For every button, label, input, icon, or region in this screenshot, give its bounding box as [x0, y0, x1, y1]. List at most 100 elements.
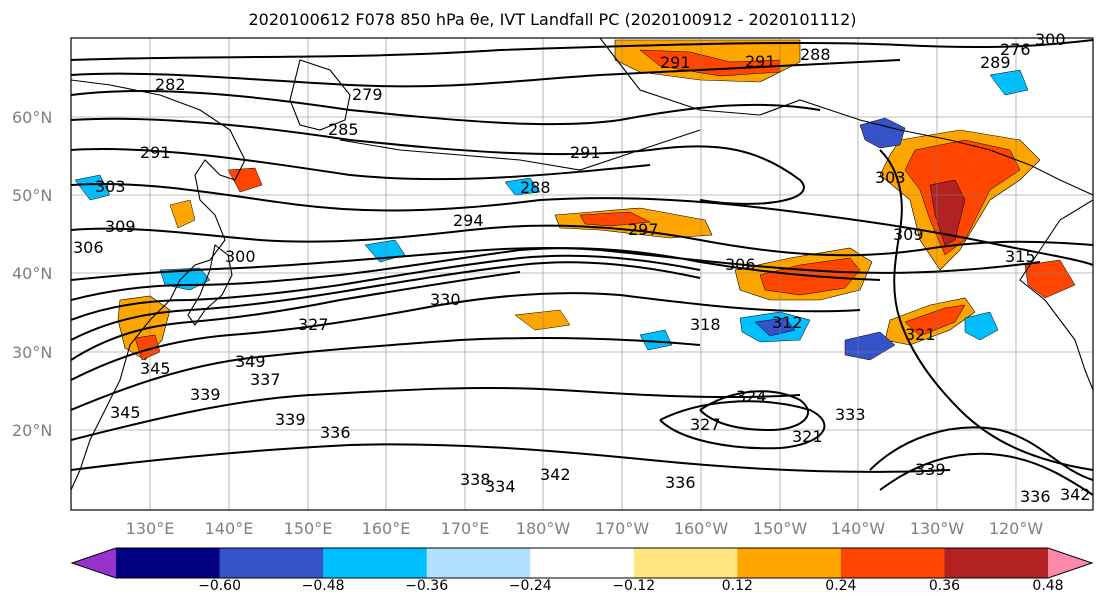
shade-alaska-blue	[859, 117, 906, 149]
colorbar-extend-high	[1048, 548, 1092, 578]
colorbar-segment	[116, 548, 221, 578]
contour-label: 342	[540, 465, 571, 484]
contour-label: 330	[430, 290, 461, 309]
shade-east-orange	[1024, 259, 1076, 299]
contour-labels: 282 279 285 291 303 309 306 300 288 291 …	[73, 30, 1091, 506]
lon-tick-label: 170°E	[441, 519, 490, 538]
contour-label: 327	[298, 315, 329, 334]
contour-label: 339	[275, 410, 306, 429]
contour-label: 333	[835, 405, 866, 424]
contour-label: 300	[225, 247, 256, 266]
lon-tick-label: 130°W	[910, 519, 965, 538]
contour-label: 282	[155, 75, 186, 94]
colorbar: −0.60 −0.48 −0.36 −0.24 −0.12 0.12 0.24 0.36 0.4…	[70, 547, 1094, 594]
shade-150w-darkblue	[754, 317, 796, 337]
colorbar-tick-label: −0.12	[612, 578, 655, 594]
contour-label: 306	[73, 238, 104, 257]
contour-label: 337	[250, 370, 281, 389]
colorbar-segment	[323, 548, 428, 578]
contour-label: 279	[352, 85, 383, 104]
coast-kamchatka	[289, 59, 351, 131]
map-frame	[70, 37, 1094, 511]
contour-label: 297	[628, 220, 659, 239]
lon-tick-label: 150°W	[753, 519, 808, 538]
contour-label: 334	[485, 477, 516, 496]
gridlines	[71, 38, 1093, 510]
contour-label: 345	[110, 403, 141, 422]
lon-tick-label: 160°W	[674, 519, 729, 538]
contour-label: 336	[320, 423, 351, 442]
contour-label: 342	[1060, 485, 1091, 504]
contour-label: 303	[95, 177, 126, 196]
colorbar-segment	[219, 548, 324, 578]
contour-label: 324	[736, 387, 767, 406]
shade-se-red	[904, 304, 966, 337]
colorbar-tick-label: −0.60	[198, 578, 241, 594]
lon-tick-label: 130°E	[126, 519, 175, 538]
colorbar-segment	[426, 548, 531, 578]
colorbar-segment	[633, 548, 738, 578]
lat-tick-label: 20°N	[12, 421, 52, 440]
colorbar-tick-label: 0.36	[929, 578, 960, 594]
colorbar-extend-low	[72, 548, 116, 578]
colorbar-tick-label: 0.12	[722, 578, 753, 594]
lon-tick-label: 150°E	[284, 519, 333, 538]
contour-label: 309	[893, 225, 924, 244]
shade-sub-blue	[639, 329, 673, 351]
colorbar-tick-label: −0.36	[405, 578, 448, 594]
colorbar-tick-label: 0.24	[825, 578, 856, 594]
contour-label: 291	[660, 53, 691, 72]
map-title: 2020100612 F078 850 hPa θe, IVT Landfall…	[248, 10, 857, 29]
contour-label: 291	[745, 52, 776, 71]
contour-label: 303	[875, 168, 906, 187]
coast-na-west	[1019, 199, 1093, 391]
shade-midlat-blue2	[504, 177, 541, 196]
lat-tick-label: 60°N	[12, 108, 52, 127]
lat-tick-label: 30°N	[12, 343, 52, 362]
colorbar-segment	[944, 548, 1049, 578]
lon-tick-label: 140°E	[205, 519, 254, 538]
shade-sub-orange	[514, 309, 571, 331]
colorbar-tick-label: −0.24	[509, 578, 552, 594]
contour-label: 336	[1020, 487, 1051, 506]
contour-label: 285	[328, 120, 359, 139]
contour-label: 294	[453, 211, 484, 230]
lat-tick-label: 50°N	[12, 186, 52, 205]
colorbar-segment	[530, 548, 635, 578]
contour-label: 339	[915, 460, 946, 479]
lat-tick-label: 40°N	[12, 264, 52, 283]
contour-label: 291	[570, 143, 601, 162]
colorbar-segment	[737, 548, 842, 578]
contour-label: 345	[140, 359, 171, 378]
colorbar-outline	[70, 547, 1094, 579]
shade-140w-blue	[844, 331, 896, 361]
lon-labels: 130°E 140°E 150°E 160°E 170°E 180°W 170°…	[126, 519, 1044, 538]
contour-label: 276	[1000, 40, 1031, 59]
contour-label: 300	[1035, 30, 1066, 49]
lon-tick-label: 140°W	[831, 519, 886, 538]
contour-label: 315	[1005, 247, 1036, 266]
contour-lines	[71, 39, 1093, 496]
coast-alaska	[599, 38, 1093, 196]
lon-tick-label: 160°E	[362, 519, 411, 538]
contour-label: 288	[520, 178, 551, 197]
contour-label: 336	[665, 473, 696, 492]
lon-tick-label: 180°W	[516, 519, 571, 538]
shade-130w-blue	[964, 311, 999, 341]
contour-label: 312	[772, 313, 803, 332]
colorbar-tick-label: −0.48	[302, 578, 345, 594]
coast-japan	[187, 244, 233, 326]
coast-asia	[71, 79, 246, 491]
contour-label: 318	[690, 315, 721, 334]
shade-gulf-darkred	[929, 179, 966, 246]
contour-label: 291	[140, 143, 171, 162]
colorbar-tick-label: 0.48	[1032, 578, 1063, 594]
shade-nw-orange	[169, 199, 196, 229]
contour-label: 338	[460, 470, 491, 489]
shade-kamchatka-red	[227, 167, 263, 193]
lat-labels: 60°N 50°N 40°N 30°N 20°N	[12, 108, 52, 440]
lon-tick-label: 120°W	[989, 519, 1044, 538]
contour-label: 327	[690, 415, 721, 434]
shading-layer	[74, 39, 1076, 361]
